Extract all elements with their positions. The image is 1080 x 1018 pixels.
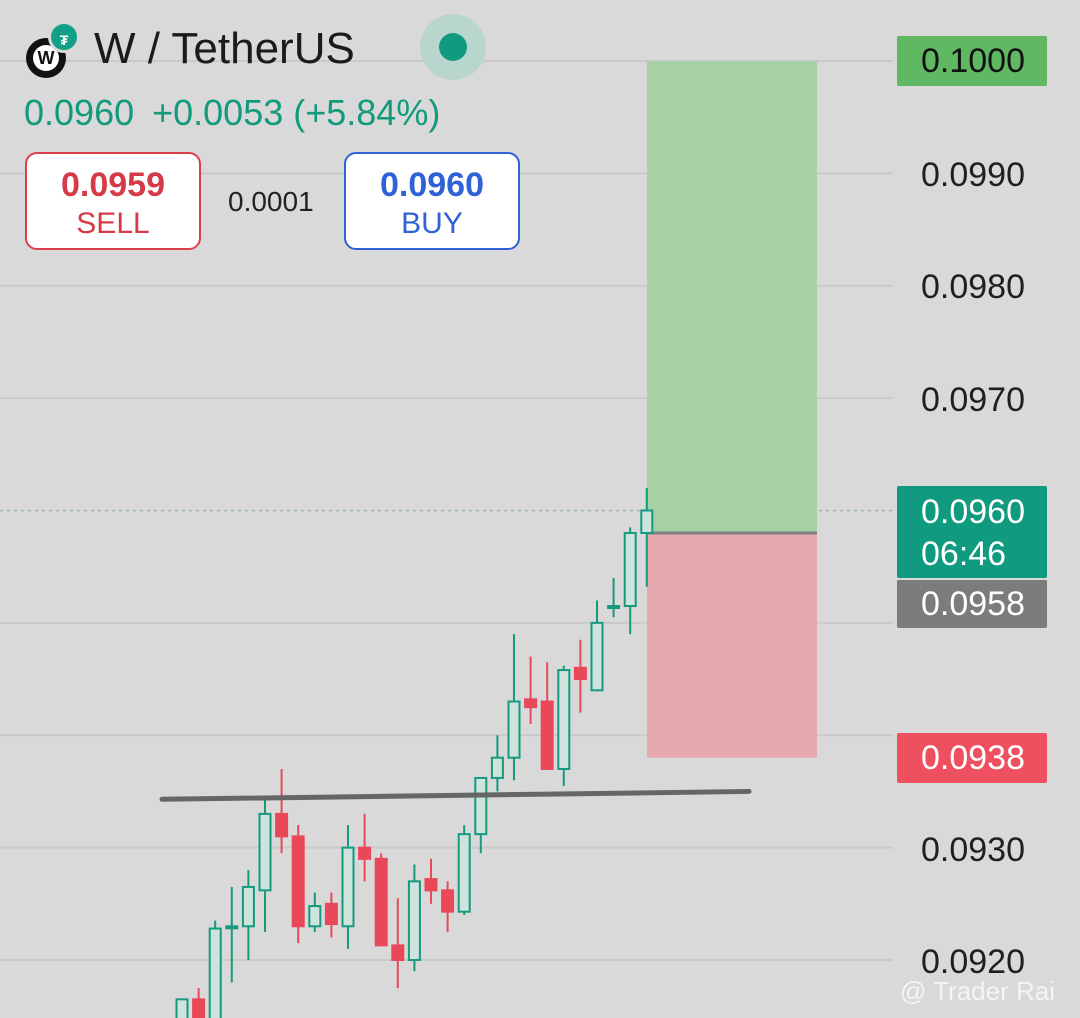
candle-body [407, 880, 421, 962]
entry-price-tag[interactable]: 0.0958 [897, 580, 1047, 628]
candle-body [524, 698, 538, 709]
candle-body [341, 846, 355, 928]
price-change: +0.0053 [152, 92, 284, 133]
target-price-tag[interactable]: 0.1000 [897, 36, 1047, 86]
axis-label-0920: 0.0920 [921, 943, 1025, 981]
candle-body [573, 666, 587, 681]
candle [258, 800, 272, 932]
candle-body [225, 925, 239, 930]
candle-body [474, 776, 488, 836]
price-change-percent: (+5.84%) [293, 92, 441, 133]
candle [324, 892, 338, 938]
candle-body [175, 998, 189, 1018]
candle-body [358, 846, 372, 860]
candle-body [623, 531, 637, 608]
candle-body [391, 944, 405, 961]
sell-button[interactable]: 0.0959 SELL [25, 152, 201, 250]
candle [358, 813, 372, 882]
candle [441, 881, 455, 932]
candle-body [241, 885, 255, 928]
candle-body [457, 833, 471, 913]
candle [590, 600, 604, 692]
axis-label-0980: 0.0980 [921, 268, 1025, 306]
candle [225, 886, 239, 983]
candle [507, 634, 521, 781]
price-axis: 0.0990 0.0980 0.0970 0.0930 0.0920 [921, 156, 1025, 981]
candle [557, 665, 571, 786]
candle [175, 998, 189, 1018]
candle-body [540, 700, 554, 770]
candle [474, 776, 488, 854]
candle [374, 853, 388, 947]
sell-price: 0.0959 [61, 166, 165, 204]
candle-body [490, 756, 504, 779]
candle-body [640, 509, 654, 534]
candle [424, 858, 438, 904]
candle-body [275, 812, 289, 838]
candle [241, 870, 255, 960]
watermark: @ Trader Rai [900, 976, 1055, 1006]
take-profit-zone [647, 61, 817, 533]
spread-value: 0.0001 [228, 186, 314, 217]
overlay [159, 788, 752, 802]
candle-body [258, 812, 272, 892]
buy-price: 0.0960 [380, 166, 484, 204]
position-zones [647, 61, 817, 758]
candles [175, 488, 654, 1018]
price-summary: 0.0960 +0.0053 (+5.84%) [24, 92, 458, 134]
candle-body [291, 835, 305, 928]
candle [490, 735, 504, 792]
candle [623, 527, 637, 635]
candle-body [324, 902, 338, 926]
stop-loss-tag[interactable]: 0.0938 [897, 733, 1047, 783]
support-trendline [159, 788, 752, 802]
market-open-dot-icon [439, 33, 467, 61]
candle [457, 825, 471, 916]
last-price: 0.0960 [24, 92, 135, 133]
candle [275, 768, 289, 854]
buy-button[interactable]: 0.0960 BUY [344, 152, 520, 250]
candle-body [374, 857, 388, 947]
candle-body [557, 669, 571, 770]
axis-label-0970: 0.0970 [921, 381, 1025, 419]
candle [308, 892, 322, 932]
candle [407, 864, 421, 972]
axis-label-0930: 0.0930 [921, 831, 1025, 869]
candle [291, 825, 305, 944]
candle-body [507, 700, 521, 759]
candle-body [590, 621, 604, 692]
candle [640, 488, 654, 587]
candle [391, 898, 405, 989]
current-price: 0.0960 [921, 493, 1025, 531]
current-price-tag: 0.0960 06:46 [897, 486, 1047, 578]
candle-body [308, 905, 322, 928]
pair-title[interactable]: W / TetherUS [94, 24, 355, 73]
candle-body [424, 878, 438, 892]
candle [208, 920, 222, 1018]
candle [192, 988, 206, 1018]
bar-countdown: 06:46 [921, 535, 1007, 573]
stop-loss-zone [647, 532, 817, 758]
market-status-indicator[interactable] [420, 14, 486, 80]
candle [540, 662, 554, 770]
candle [341, 825, 355, 949]
candle-body [192, 998, 206, 1018]
candle [573, 639, 587, 713]
candle-body [607, 605, 621, 610]
axis-label-0990: 0.0990 [921, 156, 1025, 194]
candle-body [441, 889, 455, 913]
buy-label: BUY [401, 207, 463, 240]
candle-body [208, 927, 222, 1018]
candle [524, 656, 538, 725]
tether-icon: ₮ [48, 21, 80, 53]
candle [607, 577, 621, 618]
sell-label: SELL [76, 207, 150, 240]
